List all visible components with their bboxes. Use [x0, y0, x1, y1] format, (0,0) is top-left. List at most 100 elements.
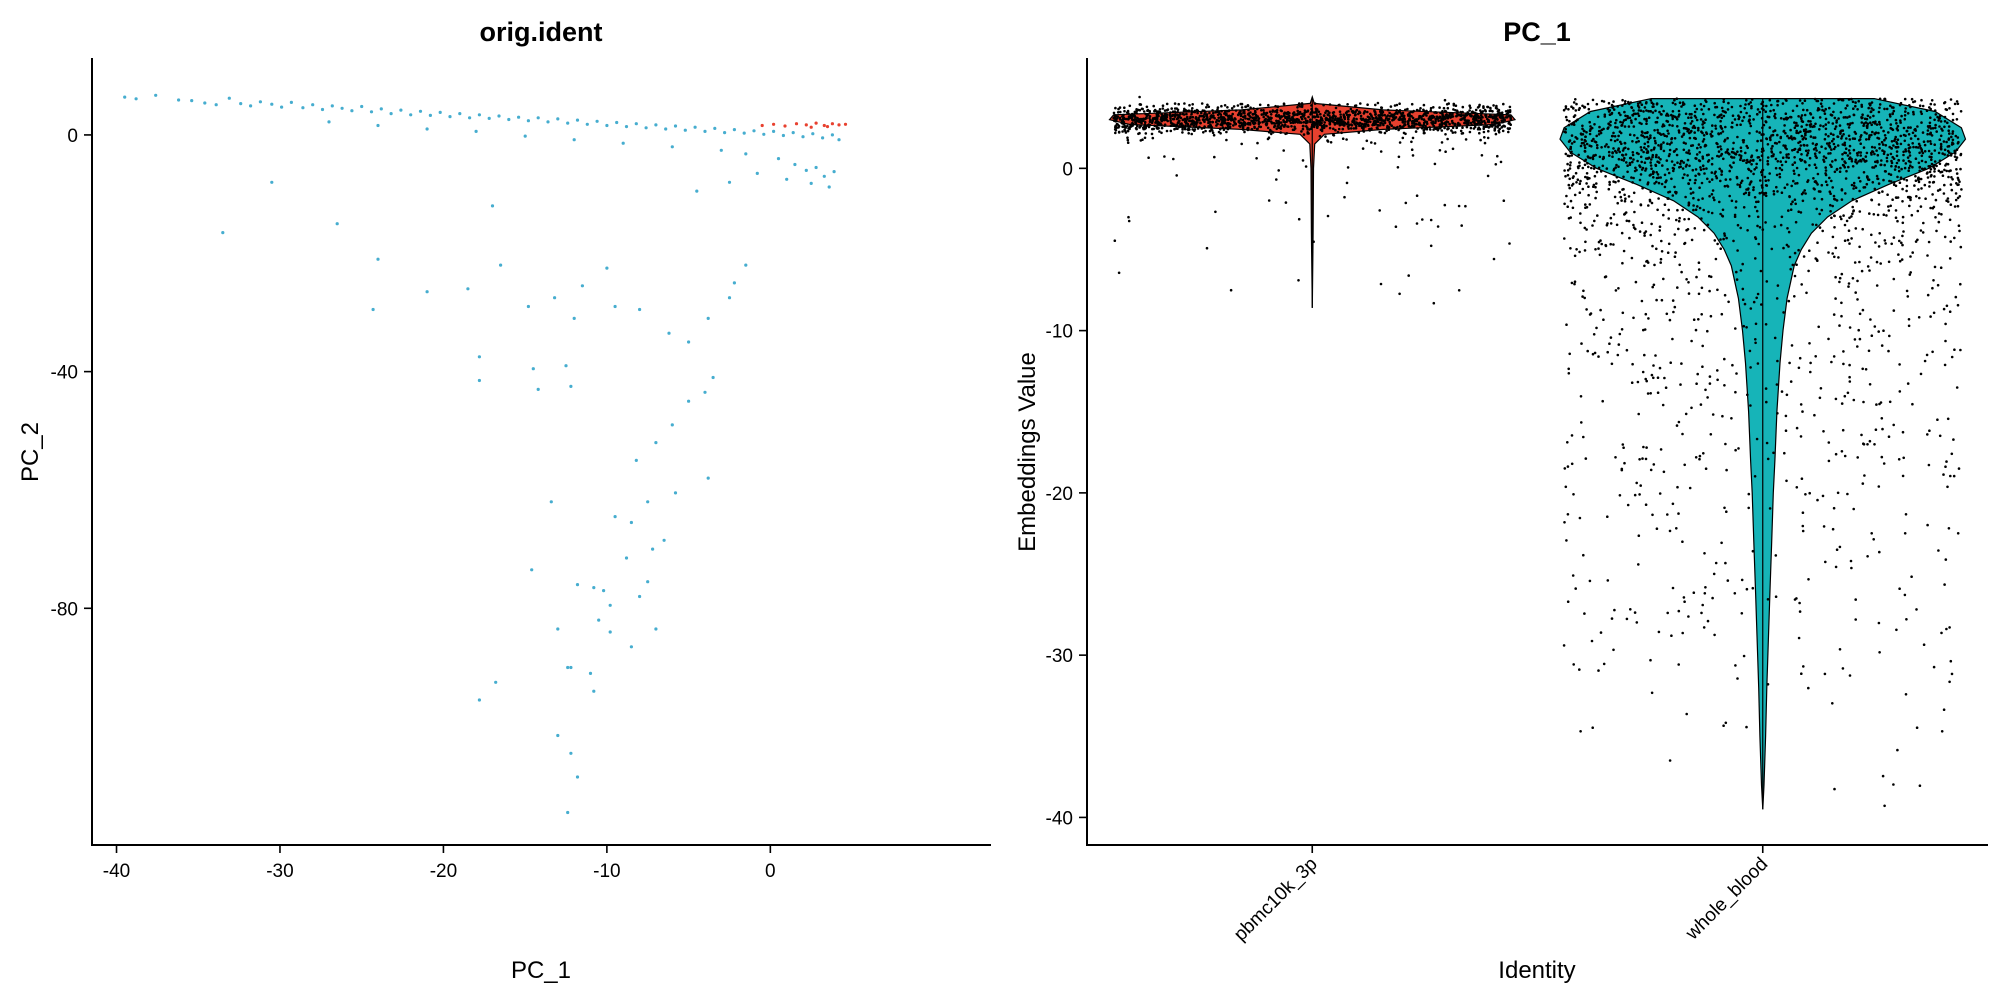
violin-point: [1275, 108, 1279, 112]
violin-point: [1191, 107, 1194, 110]
violin-point: [1667, 171, 1671, 175]
violin-point: [1854, 598, 1857, 601]
violin-point: [1844, 177, 1848, 180]
violin-point: [1229, 122, 1232, 126]
violin-point: [1697, 318, 1700, 321]
violin-point: [1206, 103, 1209, 107]
violin-point: [1693, 110, 1697, 114]
violin-point: [1793, 161, 1797, 164]
violin-point: [1788, 195, 1791, 199]
violin-point: [1402, 116, 1406, 119]
violin-point: [1591, 157, 1595, 161]
scatter-point: [634, 458, 638, 462]
violin-point: [1446, 127, 1450, 130]
violin-point: [1735, 372, 1738, 375]
violin-point: [1380, 106, 1384, 110]
violin-point: [1896, 145, 1900, 149]
violin-point: [1770, 150, 1773, 153]
violin-point: [1429, 128, 1432, 131]
violin-point: [1788, 361, 1791, 365]
violin-point: [1907, 126, 1910, 129]
scatter-point: [602, 589, 606, 593]
violin-point: [1688, 152, 1691, 155]
violin-point: [1852, 187, 1855, 190]
violin-point: [1490, 124, 1494, 127]
violin-point: [1181, 131, 1184, 134]
violin-point: [1705, 167, 1708, 170]
violin-point: [1470, 114, 1473, 117]
violin-point: [1231, 112, 1234, 116]
violin-point: [1563, 202, 1566, 206]
violin-point: [1267, 136, 1271, 139]
violin-point: [1676, 208, 1679, 212]
violin-point: [1336, 130, 1340, 134]
violin-point: [1461, 126, 1464, 129]
violin-point: [1674, 251, 1677, 254]
violin-point: [1931, 350, 1934, 354]
violin-point: [1451, 112, 1454, 116]
violin-point: [1877, 131, 1880, 135]
scatter-point: [755, 171, 759, 175]
violin-point: [1444, 123, 1448, 126]
violin-point: [1853, 338, 1857, 341]
violin-point: [1802, 143, 1806, 147]
violin-point: [1863, 159, 1867, 163]
violin-point: [1702, 452, 1705, 455]
violin-point: [1949, 240, 1952, 243]
violin-point: [1248, 123, 1252, 126]
violin-point: [1824, 127, 1828, 131]
violin-point: [1597, 355, 1600, 358]
violin-point: [1493, 121, 1497, 124]
violin-point: [1892, 783, 1895, 786]
violin-point: [1753, 168, 1756, 171]
violin-point: [1709, 314, 1713, 318]
violin-point: [1802, 191, 1805, 194]
violin-point: [1148, 110, 1151, 114]
violin-point: [1835, 119, 1838, 122]
violin-point: [1239, 109, 1242, 113]
violin-point: [1661, 403, 1665, 407]
violin-point: [1875, 149, 1878, 152]
violin-point: [1860, 116, 1864, 120]
violin-point: [1907, 318, 1911, 321]
violin-point: [1635, 481, 1638, 485]
violin-point: [1583, 106, 1587, 109]
violin-point: [1590, 166, 1593, 170]
violin-point: [1850, 159, 1854, 163]
scatter-point: [752, 129, 756, 133]
violin-point: [1876, 177, 1879, 181]
violin-point: [1877, 621, 1881, 625]
scatter-point: [695, 189, 699, 193]
violin-point: [1211, 109, 1214, 112]
violin-point: [1827, 144, 1831, 147]
violin-point: [1253, 125, 1256, 129]
violin-point: [1618, 332, 1622, 336]
violin-point: [1870, 532, 1873, 535]
violin-point: [1567, 217, 1571, 220]
violin-point: [1725, 468, 1728, 472]
violin-point: [1711, 596, 1714, 600]
violin-point: [1665, 159, 1669, 162]
violin-point: [1848, 216, 1851, 220]
scatter-x-ticks: -40 -30 -20 -10 0: [103, 845, 776, 882]
violin-point: [1881, 149, 1884, 152]
violin-point: [1761, 168, 1765, 172]
violin-point: [1379, 282, 1383, 286]
violin-point: [1666, 168, 1669, 171]
violin-point: [1579, 179, 1582, 183]
violin-point: [1843, 166, 1847, 169]
scatter-point: [280, 105, 284, 109]
violin-point: [1719, 247, 1722, 250]
scatter-point: [477, 113, 481, 117]
violin-point: [1622, 175, 1625, 179]
violin-point: [1311, 111, 1315, 114]
violin-point: [1487, 129, 1490, 133]
violin-point: [1733, 215, 1737, 218]
violin-point: [1896, 748, 1899, 752]
violin-point: [1897, 458, 1901, 461]
violin-point: [1864, 121, 1868, 124]
violin-point: [1892, 157, 1896, 160]
violin-point: [1774, 157, 1778, 161]
scatter-point: [556, 627, 560, 631]
violin-point: [1260, 109, 1263, 112]
